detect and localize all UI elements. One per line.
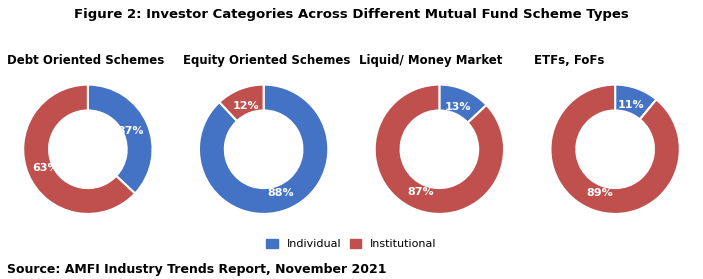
Text: 12%: 12%: [233, 101, 260, 111]
Wedge shape: [199, 85, 328, 214]
Text: Debt Oriented Schemes: Debt Oriented Schemes: [7, 54, 165, 67]
Wedge shape: [375, 85, 504, 214]
Wedge shape: [23, 85, 135, 214]
Wedge shape: [88, 85, 153, 194]
Text: 13%: 13%: [444, 102, 471, 112]
Text: 89%: 89%: [586, 188, 613, 198]
Text: 37%: 37%: [117, 126, 144, 136]
Wedge shape: [219, 85, 264, 121]
Text: Figure 2: Investor Categories Across Different Mutual Fund Scheme Types: Figure 2: Investor Categories Across Dif…: [74, 8, 629, 21]
Text: 63%: 63%: [32, 163, 58, 173]
Wedge shape: [439, 85, 486, 123]
Text: Equity Oriented Schemes: Equity Oriented Schemes: [183, 54, 350, 67]
Text: 11%: 11%: [618, 100, 644, 110]
Text: Source: AMFI Industry Trends Report, November 2021: Source: AMFI Industry Trends Report, Nov…: [7, 263, 387, 276]
Wedge shape: [615, 85, 657, 119]
Legend: Individual, Institutional: Individual, Institutional: [262, 235, 441, 254]
Text: 87%: 87%: [408, 187, 434, 197]
Text: ETFs, FoFs: ETFs, FoFs: [534, 54, 605, 67]
Text: 88%: 88%: [267, 187, 294, 198]
Text: Liquid/ Money Market: Liquid/ Money Market: [359, 54, 502, 67]
Wedge shape: [550, 85, 680, 214]
